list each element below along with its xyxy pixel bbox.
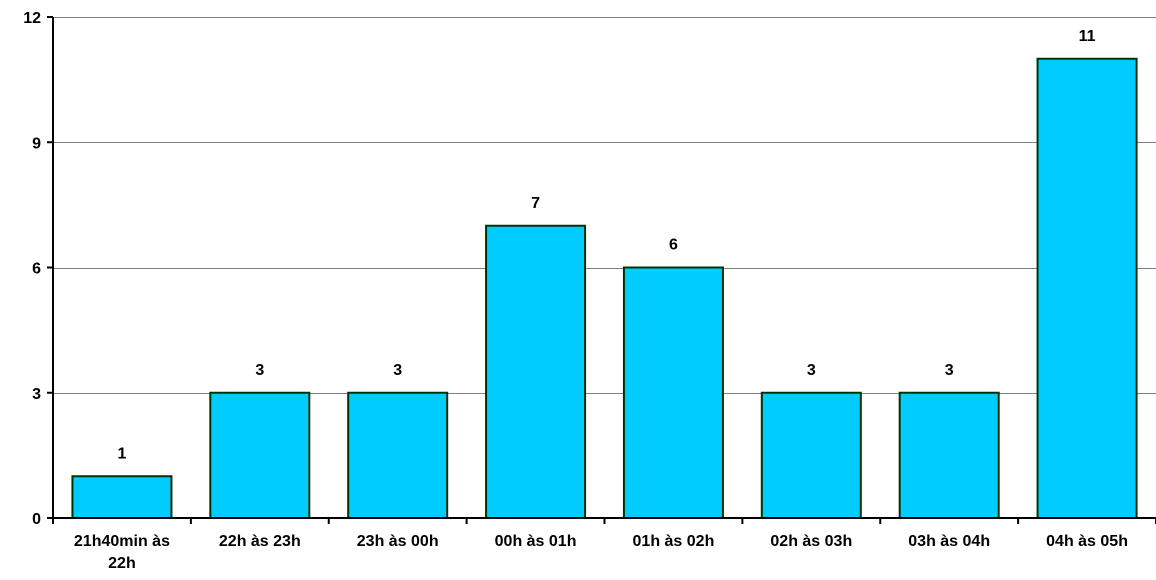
y-tick-label-6: 6 (32, 261, 41, 278)
data-label-1: 1 (117, 445, 126, 462)
data-label-4: 7 (531, 195, 540, 212)
y-tick-label-12: 12 (23, 10, 41, 27)
data-label-3: 3 (393, 362, 402, 379)
bar-3 (347, 391, 449, 519)
data-label-6: 3 (807, 362, 816, 379)
y-tick-label-9: 9 (32, 135, 41, 152)
gridlines (53, 17, 1156, 394)
data-label-2: 3 (255, 362, 264, 379)
x-tick-label-8: 04h às 05h (1046, 533, 1128, 550)
x-tick-label-3: 23h às 00h (357, 533, 439, 550)
bar-1 (71, 475, 173, 519)
y-tick-label-0: 0 (32, 511, 41, 528)
x-tick-label-4: 00h às 01h (495, 533, 577, 550)
x-tick-label-5: 01h às 02h (633, 533, 715, 550)
data-label-8: 11 (1079, 28, 1096, 45)
y-tick-label-3: 3 (32, 386, 41, 403)
bar-8 (1036, 57, 1138, 519)
bar-6 (760, 391, 862, 519)
bar-2 (209, 391, 311, 519)
x-tick-label-2: 22h às 23h (219, 533, 301, 550)
data-label-7: 3 (945, 362, 954, 379)
x-tick-label-6: 02h às 03h (770, 533, 852, 550)
labels: 1 3 3 7 6 3 3 11 0 3 6 9 12 21h40min às 22h 22h às 23h 2… (23, 10, 1128, 572)
bar-5 (622, 266, 724, 519)
bars (71, 57, 1138, 519)
bar-7 (898, 391, 1000, 519)
axes (47, 16, 1156, 524)
bar-4 (485, 224, 587, 519)
x-tick-label-7: 03h às 04h (908, 533, 990, 550)
x-tick-label-1: 21h40min às 22h (74, 533, 170, 572)
data-label-5: 6 (669, 237, 678, 254)
